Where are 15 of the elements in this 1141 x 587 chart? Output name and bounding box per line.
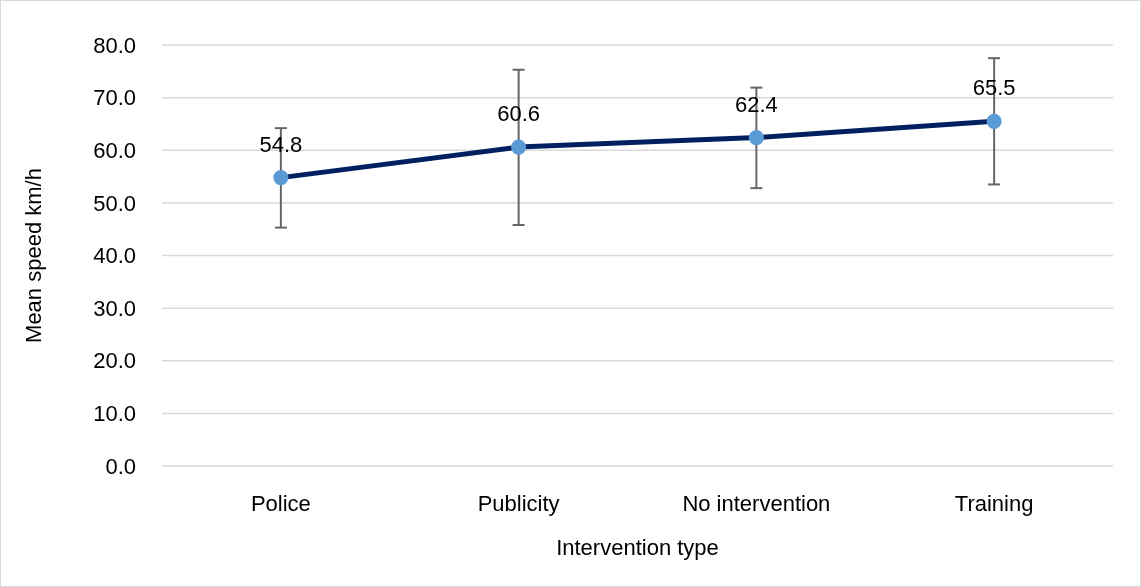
y-tick-label: 50.0 <box>93 190 136 216</box>
y-tick-label: 80.0 <box>93 32 136 58</box>
x-tick-label: No intervention <box>682 491 831 516</box>
y-tick-label: 40.0 <box>93 243 136 269</box>
y-tick-label: 0.0 <box>105 453 136 479</box>
x-tick-label: Training <box>954 491 1034 516</box>
y-tick-label: 70.0 <box>93 85 136 111</box>
y-tick-label: 20.0 <box>93 348 136 374</box>
y-tick-label: 10.0 <box>93 401 136 427</box>
y-axis-title: Mean speed km/h <box>21 168 46 343</box>
x-axis-title: Intervention type <box>556 535 719 560</box>
y-tick-label: 60.0 <box>93 137 136 163</box>
x-tick-label: Police <box>250 491 311 516</box>
y-tick-label: 30.0 <box>93 295 136 321</box>
x-tick-label: Publicity <box>477 491 560 516</box>
